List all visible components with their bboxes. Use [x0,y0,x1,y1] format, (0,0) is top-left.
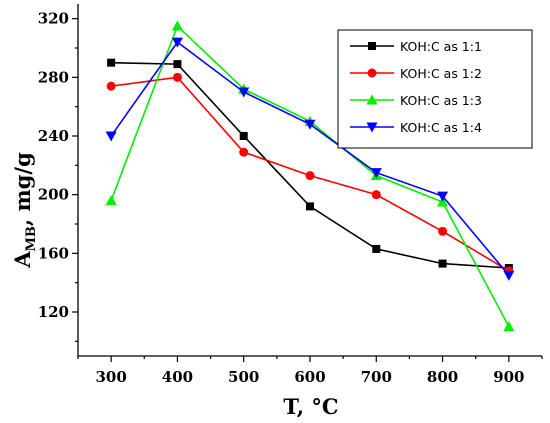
y-axis-title-rest: , mg/g [10,152,35,226]
data-point [173,60,182,69]
legend-marker [366,94,378,105]
series-4 [105,37,515,281]
x-tick-label: 300 [95,368,126,386]
legend-marker [368,42,376,50]
y-tick-label: 240 [38,127,69,145]
x-tick-label: 600 [294,368,325,386]
data-point [438,226,448,236]
axes: 300 400 500 600 700 800 900 120 160 200 240 280 320 [38,4,543,386]
y-tick-label: 160 [38,244,69,262]
legend-item: KOH:C as 1:1 [350,39,482,54]
y-axis-title: AMB, mg/g [10,152,39,269]
series-layer [105,20,515,332]
y-axis-title-main: A [10,251,35,269]
data-point [171,37,183,48]
data-point [503,321,515,332]
x-tick-label: 700 [361,368,392,386]
data-point [106,81,116,91]
data-point [238,87,250,98]
data-point [239,132,248,140]
data-point [437,191,449,202]
data-point [305,171,315,181]
legend-marker [367,68,377,78]
data-point [372,244,381,253]
x-axis-title: T, °C [283,394,338,419]
data-point [306,202,314,211]
legend-marker [366,122,378,133]
data-point [370,168,382,179]
data-point [239,147,249,157]
y-tick-label: 320 [38,10,69,28]
data-point [107,58,116,67]
y-tick-label: 120 [38,303,69,321]
data-point [371,190,381,200]
series-2 [106,72,514,276]
data-point [438,259,447,268]
x-tick-label: 800 [427,368,458,386]
legend-item: KOH:C as 1:4 [350,120,482,135]
data-point [171,20,183,31]
legend-item: KOH:C as 1:2 [350,66,482,81]
data-point [172,72,182,82]
legend-item: KOH:C as 1:3 [350,93,482,108]
y-tick-label: 200 [38,186,69,204]
x-tick-label: 400 [162,368,193,386]
x-tick-label: 500 [228,368,259,386]
legend-label: KOH:C as 1:2 [400,66,482,81]
data-point [304,119,316,130]
legend: KOH:C as 1:1 KOH:C as 1:2 KOH:C as 1:3 KOH:… [337,29,533,149]
y-axis-title-sub: MB [24,226,39,251]
y-tick-label: 280 [38,68,69,86]
data-point [105,195,117,206]
data-point [503,270,515,281]
legend-label: KOH:C as 1:3 [400,93,482,108]
data-point [105,131,117,142]
legend-label: KOH:C as 1:4 [400,120,482,135]
x-tick-label: 900 [493,368,524,386]
legend-label: KOH:C as 1:1 [400,39,482,54]
